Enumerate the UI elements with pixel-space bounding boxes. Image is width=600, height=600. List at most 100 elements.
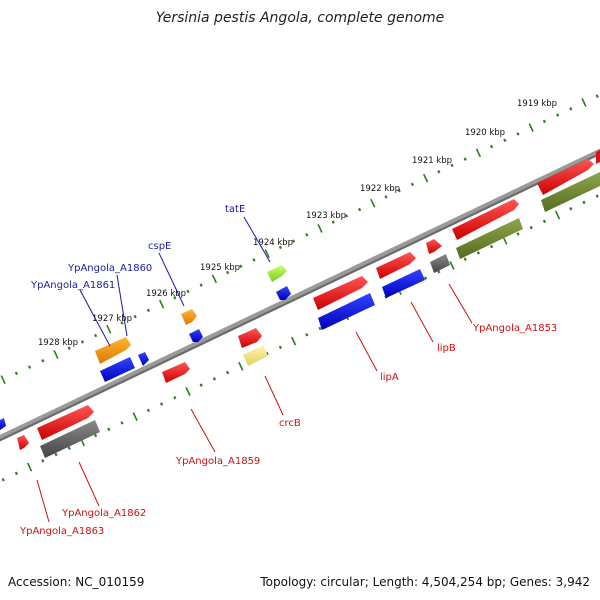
upper-track-tick	[28, 365, 32, 369]
lower-track-tick	[318, 326, 322, 331]
lower-track-tick	[424, 276, 428, 280]
lower-track-tick	[41, 459, 45, 463]
upper-track-tick	[450, 163, 454, 168]
upper-track-tick	[186, 289, 190, 294]
upper-track-tick	[542, 119, 546, 124]
upper-track-tick	[53, 350, 59, 359]
gene-olive-block[interactable]	[541, 172, 600, 212]
gene-label-a1853[interactable]: YpAngola_A1853	[472, 323, 557, 334]
upper-track-tick	[384, 195, 388, 199]
gene-a1861-blue[interactable]	[100, 357, 135, 382]
lower-track-tick	[582, 200, 586, 205]
lower-track-tick	[265, 351, 269, 356]
gene-red-arrow[interactable]	[537, 159, 594, 195]
genome-backbone-shade	[0, 152, 600, 442]
tick-label-1922: 1922 kbp	[360, 184, 400, 194]
lower-track-tick	[278, 345, 282, 350]
gene-label-a1862[interactable]: YpAngola_A1862	[61, 508, 146, 519]
gene-olive-block[interactable]	[456, 218, 523, 259]
upper-track-tick	[67, 346, 71, 350]
gene-forward-strand	[17, 150, 600, 450]
lower-track-tick	[238, 361, 244, 371]
upper-track-tick	[370, 198, 376, 208]
gene-label-tate[interactable]: tatE	[225, 204, 245, 215]
lower-track-tick	[120, 421, 124, 425]
gene-reverse-strand	[0, 172, 600, 458]
lower-track-tick	[516, 232, 520, 236]
gene-label-a1859[interactable]: YpAngola_A1859	[175, 456, 260, 467]
lower-track-tick	[476, 251, 480, 255]
gene-gray-block[interactable]	[430, 254, 450, 273]
gene-red-edge	[596, 150, 600, 164]
lower-track-tick	[26, 462, 33, 472]
lower-track-tick	[437, 270, 441, 274]
gene-blue-small[interactable]	[189, 329, 203, 342]
upper-track-tick	[106, 324, 112, 334]
gene-crcb-cream[interactable]	[243, 345, 268, 366]
lower-track-tick	[305, 333, 309, 337]
tick-label-1925: 1925 kbp	[200, 263, 240, 273]
gene-red-arrow[interactable]	[17, 435, 29, 450]
gene-red-arrow[interactable]	[37, 405, 94, 440]
upper-track-tick	[158, 299, 165, 309]
gene-blue-small[interactable]	[276, 286, 291, 300]
tick-label-1920: 1920 kbp	[465, 128, 505, 138]
upper-track-tick	[133, 314, 137, 319]
gene-label-lipa[interactable]: lipA	[380, 372, 399, 383]
gene-lipb-blue[interactable]	[382, 269, 425, 298]
gene-tate-lime[interactable]	[267, 265, 287, 282]
lower-track-tick	[54, 452, 58, 457]
gene-label-lipb[interactable]: lipB	[437, 343, 456, 354]
upper-track-tick	[317, 224, 323, 233]
upper-track-tick	[199, 283, 203, 287]
summary-text: Topology: circular; Length: 4,504,254 bp…	[259, 575, 590, 589]
gene-red-arrow[interactable]	[313, 276, 368, 310]
upper-track-tick	[490, 144, 494, 149]
upper-track-tick	[503, 138, 507, 142]
upper-track-tick	[358, 207, 362, 212]
upper-track-tick	[569, 107, 573, 111]
upper-track-tick	[581, 98, 587, 107]
gene-red-arrow[interactable]	[452, 199, 519, 240]
gene-red-arrow[interactable]	[162, 362, 190, 383]
lower-track-tick	[173, 396, 177, 400]
upper-track-tick	[173, 296, 177, 300]
gene-label-cspe[interactable]: cspE	[148, 241, 171, 252]
upper-track-tick	[226, 270, 230, 275]
gene-label-crcb[interactable]: crcB	[279, 418, 301, 429]
gene-blue-small[interactable]	[138, 352, 149, 366]
gene-a1862-gray[interactable]	[40, 420, 100, 458]
lower-track-tick	[595, 194, 599, 198]
gene-red-arrow[interactable]	[426, 239, 442, 254]
upper-track-tick	[264, 249, 270, 259]
gene-lipa-blue[interactable]	[318, 293, 375, 330]
gene-label-a1860[interactable]: YpAngola_A1860	[67, 263, 152, 274]
lower-track-tick	[529, 225, 533, 230]
lower-track-tick	[554, 210, 561, 220]
upper-track-tick	[556, 113, 560, 117]
upper-track-tick	[278, 245, 282, 250]
upper-track-tick	[331, 220, 335, 224]
gene-label-a1861[interactable]: YpAngola_A1861	[30, 280, 115, 291]
lower-track-tick	[160, 402, 164, 406]
gene-cspe-orange[interactable]	[181, 309, 197, 325]
gene-red-arrow[interactable]	[376, 252, 416, 279]
upper-track-tick	[94, 333, 98, 338]
gene-a1860-orange[interactable]	[95, 337, 131, 364]
lower-track-tick	[132, 412, 138, 422]
leader-lines	[36, 216, 473, 523]
lower-track-tick	[226, 370, 230, 375]
lower-track-tick	[463, 257, 467, 261]
lower-track-tick	[14, 471, 18, 476]
lower-track-tick	[490, 244, 494, 249]
gene-red-arrow[interactable]	[238, 328, 262, 348]
lower-track-tick	[290, 336, 297, 346]
gene-blue-edge[interactable]	[0, 418, 6, 430]
upper-track-tick	[41, 359, 45, 363]
accession-text: Accession: NC_010159	[8, 575, 144, 589]
upper-track-tick	[305, 233, 309, 237]
genome-backbone	[0, 148, 600, 442]
gene-label-a1863[interactable]: YpAngola_A1863	[19, 526, 104, 537]
lower-track-tick	[212, 377, 216, 381]
